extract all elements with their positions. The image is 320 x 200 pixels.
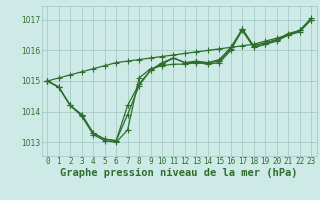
X-axis label: Graphe pression niveau de la mer (hPa): Graphe pression niveau de la mer (hPa): [60, 168, 298, 178]
